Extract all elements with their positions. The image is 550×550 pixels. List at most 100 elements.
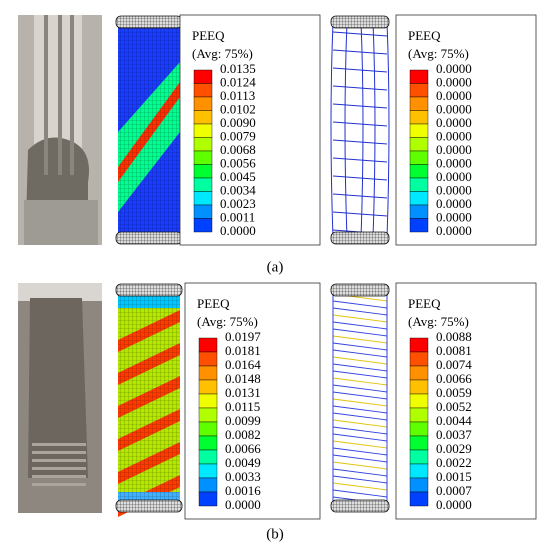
color-band bbox=[409, 365, 429, 381]
color-band bbox=[198, 393, 218, 409]
legend-title: PEEQ bbox=[408, 28, 441, 43]
stirrup bbox=[332, 211, 388, 217]
color-band bbox=[198, 421, 218, 437]
end-cap bbox=[330, 15, 390, 29]
spiral bbox=[332, 447, 388, 456]
legend-level: 0.0102 bbox=[220, 101, 256, 116]
photo-spiral bbox=[32, 483, 86, 486]
legend-title: PEEQ bbox=[197, 296, 230, 311]
spiral bbox=[332, 370, 388, 379]
stirrup bbox=[332, 193, 388, 199]
color-band bbox=[193, 123, 213, 138]
color-band bbox=[409, 463, 429, 479]
photo-sky bbox=[18, 283, 102, 301]
end-cap bbox=[330, 231, 390, 245]
legend-title: PEEQ bbox=[192, 28, 225, 43]
color-band bbox=[198, 463, 218, 479]
photo-rebar bbox=[58, 15, 62, 175]
end-cap bbox=[115, 231, 183, 245]
spiral bbox=[332, 349, 388, 358]
legend-level: 0.0082 bbox=[225, 427, 261, 442]
spiral bbox=[332, 482, 388, 491]
legend-level: 0.0066 bbox=[436, 371, 472, 386]
color-band bbox=[198, 491, 218, 507]
photo-spiral bbox=[32, 451, 86, 454]
photo-spiral bbox=[32, 459, 86, 462]
legend-level: 0.0113 bbox=[220, 88, 255, 103]
color-band bbox=[409, 407, 429, 423]
spiral bbox=[332, 321, 388, 330]
color-band bbox=[409, 337, 429, 353]
color-band bbox=[198, 337, 218, 353]
end-cap bbox=[330, 499, 390, 513]
legend-level: 0.0000 bbox=[220, 223, 256, 238]
legend-level: 0.0044 bbox=[436, 413, 472, 428]
legend-level: 0.0015 bbox=[436, 469, 472, 484]
legend-subtitle: (Avg: 75%) bbox=[408, 46, 469, 61]
color-band bbox=[193, 150, 213, 165]
color-band bbox=[409, 351, 429, 367]
legend-level: 0.0000 bbox=[436, 88, 472, 103]
legend-level: 0.0197 bbox=[225, 329, 261, 344]
rebar bbox=[344, 21, 348, 239]
spiral bbox=[332, 440, 388, 449]
legend-level: 0.0000 bbox=[436, 128, 472, 143]
color-band bbox=[198, 351, 218, 367]
legend-level: 0.0007 bbox=[436, 483, 472, 498]
spiral bbox=[332, 419, 388, 428]
legend-level: 0.0088 bbox=[436, 329, 472, 344]
legend-level: 0.0033 bbox=[225, 469, 261, 484]
legend-level: 0.0000 bbox=[436, 155, 472, 170]
spiral bbox=[332, 384, 388, 393]
spiral bbox=[332, 391, 388, 400]
spiral bbox=[332, 342, 388, 351]
color-band bbox=[409, 218, 429, 233]
stirrup bbox=[332, 157, 388, 163]
color-band bbox=[409, 123, 429, 138]
legend-level: 0.0022 bbox=[436, 455, 472, 470]
panel-caption: (b) bbox=[266, 526, 284, 542]
end-cap bbox=[115, 499, 183, 513]
color-band bbox=[193, 204, 213, 219]
color-band bbox=[409, 164, 429, 179]
color-band bbox=[409, 477, 429, 493]
legend-title: PEEQ bbox=[408, 296, 441, 311]
color-band bbox=[193, 96, 213, 111]
legend-level: 0.0056 bbox=[220, 155, 256, 170]
stirrup bbox=[332, 31, 388, 37]
stirrup bbox=[332, 103, 388, 109]
photo-spiral bbox=[32, 475, 86, 478]
color-band bbox=[409, 491, 429, 507]
legend-level: 0.0034 bbox=[220, 182, 256, 197]
stirrup bbox=[332, 139, 388, 145]
legend-level: 0.0090 bbox=[220, 115, 256, 130]
spiral bbox=[332, 489, 388, 498]
legend-level: 0.0000 bbox=[436, 169, 472, 184]
legend-level: 0.0000 bbox=[436, 209, 472, 224]
spiral bbox=[332, 454, 388, 463]
spiral bbox=[332, 468, 388, 477]
spiral bbox=[332, 314, 388, 323]
color-band bbox=[409, 110, 429, 125]
legend-level: 0.0164 bbox=[225, 357, 261, 372]
photo-spiral bbox=[32, 443, 86, 446]
legend-level: 0.0000 bbox=[436, 196, 472, 211]
spiral bbox=[332, 328, 388, 337]
spiral bbox=[332, 300, 388, 309]
legend-level: 0.0000 bbox=[436, 497, 472, 512]
legend-level: 0.0000 bbox=[436, 74, 472, 89]
photo-rebar bbox=[44, 15, 48, 175]
spiral bbox=[332, 475, 388, 484]
spiral bbox=[332, 433, 388, 442]
legend-level: 0.0079 bbox=[220, 128, 256, 143]
legend-level: 0.0135 bbox=[220, 61, 256, 76]
color-band bbox=[193, 191, 213, 206]
legend-level: 0.0000 bbox=[436, 223, 472, 238]
legend-level: 0.0059 bbox=[436, 385, 472, 400]
legend-level: 0.0000 bbox=[436, 142, 472, 157]
color-band bbox=[409, 150, 429, 165]
legend-subtitle: (Avg: 75%) bbox=[192, 46, 253, 61]
spiral bbox=[332, 461, 388, 470]
legend-level: 0.0148 bbox=[225, 371, 261, 386]
color-band bbox=[193, 218, 213, 233]
